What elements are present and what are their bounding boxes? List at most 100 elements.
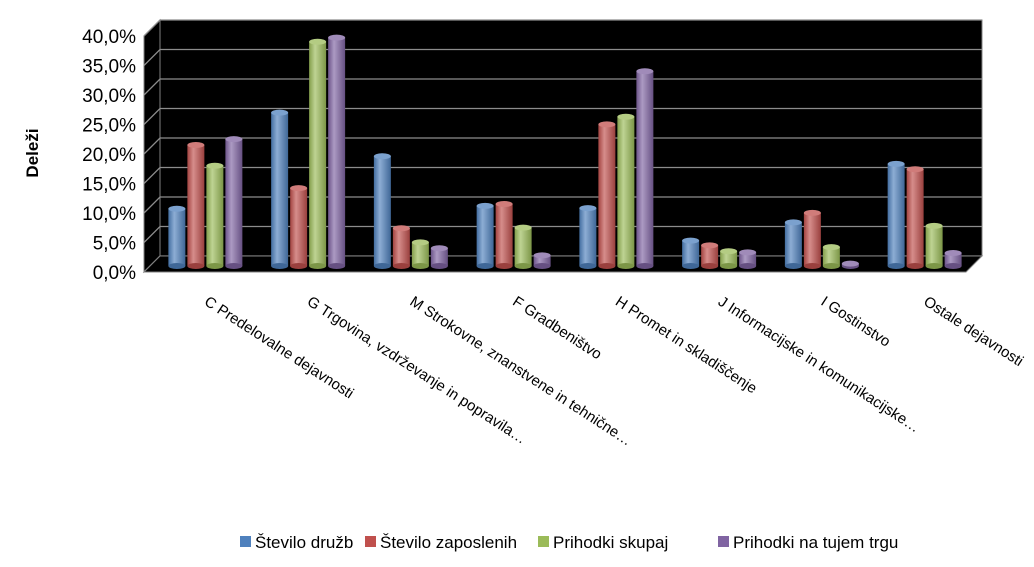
legend-label: Število zaposlenih: [380, 533, 517, 552]
bar: [906, 166, 924, 269]
bar: [701, 242, 719, 269]
y-tick-label: 0,0%: [93, 263, 136, 284]
plot-floor: [142, 255, 984, 273]
bar: [206, 162, 224, 269]
bar-body: [495, 204, 513, 266]
bar: [739, 249, 757, 269]
legend-label: Prihodki na tujem trgu: [733, 533, 898, 552]
bar-base: [906, 263, 924, 269]
y-tick-label: 15,0%: [82, 175, 136, 196]
y-tick-label: 35,0%: [82, 57, 136, 78]
bar-base: [925, 263, 943, 269]
bar: [328, 34, 346, 269]
bar-body: [392, 228, 410, 266]
bar-body: [309, 41, 327, 266]
bar: [803, 209, 821, 269]
bar-top: [944, 250, 962, 257]
bar-base: [784, 263, 802, 269]
gridline: [143, 225, 982, 243]
x-category-label: M Strokovne, znanstvene in tehnične…: [407, 293, 635, 449]
bar-top: [290, 185, 308, 192]
bar-base: [887, 263, 905, 269]
bar-base: [328, 263, 346, 269]
bar: [617, 113, 635, 269]
bar-base: [309, 263, 327, 269]
bar-top: [476, 202, 494, 209]
bar-top: [533, 252, 551, 259]
bar: [187, 142, 205, 269]
gridline: [143, 19, 982, 37]
legend-swatch: [718, 536, 729, 547]
bar-base: [720, 263, 738, 269]
bar: [309, 38, 327, 269]
bar-base: [617, 263, 635, 269]
bar-base: [682, 263, 700, 269]
bar-base: [701, 263, 719, 269]
bar-body: [533, 255, 551, 266]
x-category-label: F Gradbeništvo: [509, 293, 604, 363]
bar: [533, 252, 551, 269]
bar-body: [206, 165, 224, 266]
bar-body: [476, 205, 494, 266]
bar: [225, 136, 243, 269]
bar-top: [925, 222, 943, 229]
bar-body: [701, 245, 719, 266]
bar-base: [168, 263, 186, 269]
bar: [290, 185, 308, 269]
bar-body: [822, 247, 840, 266]
y-tick-label: 25,0%: [82, 116, 136, 137]
x-category-label: I Gostinstvo: [818, 293, 894, 350]
bar-top: [309, 38, 327, 45]
bar-body: [636, 71, 654, 266]
bar-top: [579, 205, 597, 212]
bar: [598, 121, 616, 269]
bar-top: [392, 225, 410, 232]
gridlines: [143, 19, 982, 273]
x-category-label: G Trgovina, vzdrževanje in popravila…: [304, 293, 529, 448]
bar-top: [430, 245, 448, 252]
bar-body: [328, 37, 346, 266]
legend: Število družb Število zaposlenih Prihodki …: [240, 533, 898, 552]
bar: [636, 68, 654, 269]
bar-body: [739, 252, 757, 266]
legend-label: Število družb: [255, 533, 353, 552]
legend-item: Prihodki skupaj: [538, 533, 668, 552]
bar-top: [495, 201, 513, 208]
bar-top: [373, 153, 391, 160]
bar-body: [906, 169, 924, 266]
bar-base: [944, 263, 962, 269]
bar-top: [841, 260, 859, 267]
bar: [411, 239, 429, 269]
bar-base: [430, 263, 448, 269]
gridline: [143, 137, 982, 155]
bar-base: [476, 263, 494, 269]
bar-body: [225, 139, 243, 266]
bar-base: [514, 263, 532, 269]
bar-body: [944, 253, 962, 266]
bar: [579, 205, 597, 269]
bar-top: [514, 224, 532, 231]
bar-base: [598, 263, 616, 269]
bar-base: [579, 263, 597, 269]
bar-base: [225, 263, 243, 269]
bar-body: [514, 227, 532, 266]
bar-top: [739, 249, 757, 256]
bars: [168, 34, 962, 269]
x-category-label: Ostale dejavnosti: [920, 293, 1026, 370]
bar-body: [784, 222, 802, 266]
bar-top: [411, 239, 429, 246]
bar-body: [290, 188, 308, 266]
bar: [720, 248, 738, 269]
bar-body: [887, 163, 905, 266]
bar-base: [290, 263, 308, 269]
bar: [476, 202, 494, 269]
bar-body: [925, 225, 943, 266]
bar: [925, 222, 943, 269]
legend-label: Prihodki skupaj: [553, 533, 668, 552]
bar-base: [411, 263, 429, 269]
bar-top: [206, 162, 224, 169]
bar-base: [392, 263, 410, 269]
bar-top: [682, 237, 700, 244]
bar-body: [803, 212, 821, 266]
bar-base: [636, 263, 654, 269]
